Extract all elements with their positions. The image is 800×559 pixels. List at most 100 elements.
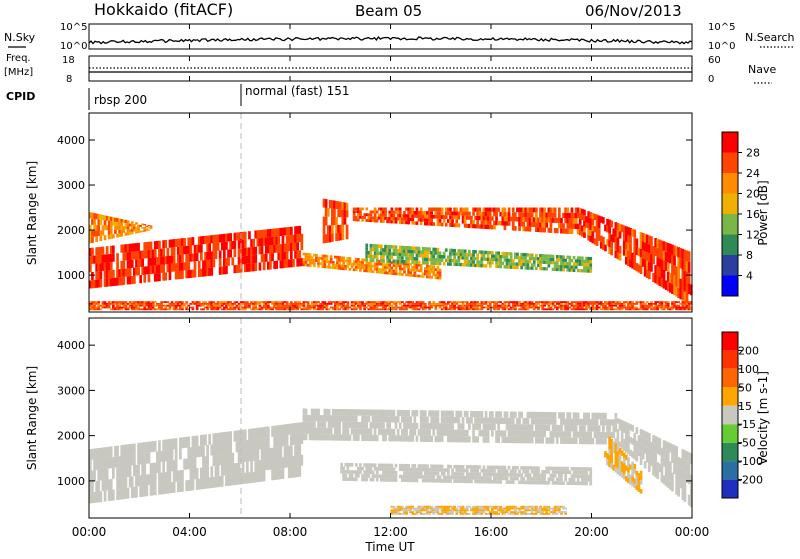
heatmap-cell xyxy=(623,303,626,305)
heatmap-cell xyxy=(445,215,448,219)
heatmap-cell xyxy=(407,410,410,416)
heatmap-cell xyxy=(506,469,509,473)
heatmap-cell xyxy=(543,477,546,481)
heatmap-cell xyxy=(395,423,398,429)
heatmap-cell xyxy=(351,463,354,467)
nsearch-label: N.Search xyxy=(745,31,795,44)
heatmap-cell xyxy=(112,246,115,254)
heatmap-cell xyxy=(411,208,414,211)
heatmap-cell xyxy=(430,276,433,279)
heatmap-cell xyxy=(261,246,264,254)
heatmap-cell xyxy=(110,479,113,490)
heatmap-cell xyxy=(342,467,345,471)
heatmap-cell xyxy=(416,410,419,416)
heatmap-cell xyxy=(384,307,387,309)
heatmap-cell xyxy=(537,303,540,305)
heatmap-cell xyxy=(554,419,557,425)
heatmap-cell xyxy=(610,221,613,228)
cpid-segment-2: normal (fast) 151 xyxy=(245,84,349,98)
heatmap-cell xyxy=(125,301,128,303)
heatmap-cell xyxy=(535,212,538,217)
heatmap-cell xyxy=(365,244,368,248)
heatmap-cell xyxy=(673,255,676,265)
heatmap-cell xyxy=(259,305,262,307)
heatmap-cell xyxy=(225,307,228,309)
heatmap-cell xyxy=(487,430,490,436)
heatmap-cell xyxy=(376,248,379,252)
heatmap-cell xyxy=(342,257,345,260)
heatmap-cell xyxy=(589,471,592,475)
heatmap-cell xyxy=(516,477,519,481)
heatmap-cell xyxy=(307,303,310,305)
heatmap-cell xyxy=(365,247,368,251)
heatmap-cell xyxy=(175,438,178,449)
heatmap-cell xyxy=(608,227,611,234)
heatmap-cell xyxy=(424,410,427,416)
heatmap-cell xyxy=(169,272,172,280)
heatmap-cell xyxy=(200,253,203,261)
heatmap-cell xyxy=(187,437,190,448)
heatmap-cell xyxy=(439,269,442,272)
heatmap-cell xyxy=(91,272,94,280)
heatmap-cell xyxy=(357,258,360,261)
heatmap-cell xyxy=(455,208,458,212)
heatmap-cell xyxy=(416,257,419,261)
heatmap-cell xyxy=(311,256,314,259)
heatmap-cell xyxy=(688,273,691,284)
heatmap-cell xyxy=(361,467,364,471)
heatmap-cell xyxy=(470,216,473,220)
heatmap-cell xyxy=(123,277,126,285)
heatmap-cell xyxy=(589,263,592,266)
heatmap-cell xyxy=(229,301,232,303)
heatmap-cell xyxy=(351,474,354,478)
heatmap-cell xyxy=(583,425,586,431)
heatmap-cell xyxy=(112,234,115,238)
heatmap-cell xyxy=(384,269,387,272)
heatmap-cell xyxy=(405,308,408,310)
heatmap-cell xyxy=(527,263,530,266)
heatmap-cell xyxy=(499,411,502,417)
heatmap-cell xyxy=(336,307,339,309)
heatmap-cell xyxy=(194,261,197,269)
heatmap-cell xyxy=(93,470,96,481)
heatmap-cell xyxy=(556,228,559,233)
heatmap-cell xyxy=(368,416,371,422)
heatmap-cell xyxy=(483,465,486,469)
heatmap-cell xyxy=(267,427,270,438)
heatmap-cell xyxy=(531,254,534,257)
heatmap-cell xyxy=(466,301,469,303)
heatmap-cell xyxy=(206,445,209,456)
heatmap-cell xyxy=(351,266,354,269)
heatmap-cell xyxy=(554,412,557,418)
heatmap-cell xyxy=(187,305,190,307)
heatmap-cell xyxy=(416,513,419,515)
heatmap-cell xyxy=(426,261,429,265)
heatmap-cell xyxy=(441,465,444,469)
heatmap-cell xyxy=(187,262,190,270)
heatmap-cell xyxy=(181,308,184,310)
heatmap-cell xyxy=(575,438,578,444)
heatmap-cell xyxy=(453,305,456,307)
heatmap-cell xyxy=(437,472,440,476)
heatmap-cell xyxy=(489,476,492,480)
heatmap-cell xyxy=(91,237,94,243)
heatmap-cell xyxy=(441,211,444,215)
velocity-heatmap xyxy=(89,409,693,515)
heatmap-cell xyxy=(361,261,364,264)
heatmap-cell xyxy=(330,255,333,258)
heatmap-cell xyxy=(602,237,605,244)
heatmap-cell xyxy=(495,216,498,220)
heatmap-cell xyxy=(514,226,517,231)
station-title: Hokkaido (fitACF) xyxy=(94,0,233,19)
cpid-label: CPID xyxy=(6,90,35,103)
heatmap-cell xyxy=(631,301,634,303)
heatmap-cell xyxy=(399,208,402,211)
heatmap-cell xyxy=(405,429,408,435)
heatmap-cell xyxy=(123,261,126,269)
heatmap-cell xyxy=(512,418,515,424)
nsky-panel: N.Sky 10^5 10^0 10^5 10^0 N.Search xyxy=(4,22,795,52)
heatmap-cell xyxy=(487,254,490,257)
heatmap-cell xyxy=(104,235,107,240)
nave-tick-top: 60 xyxy=(708,55,721,66)
heatmap-cell xyxy=(476,307,479,309)
